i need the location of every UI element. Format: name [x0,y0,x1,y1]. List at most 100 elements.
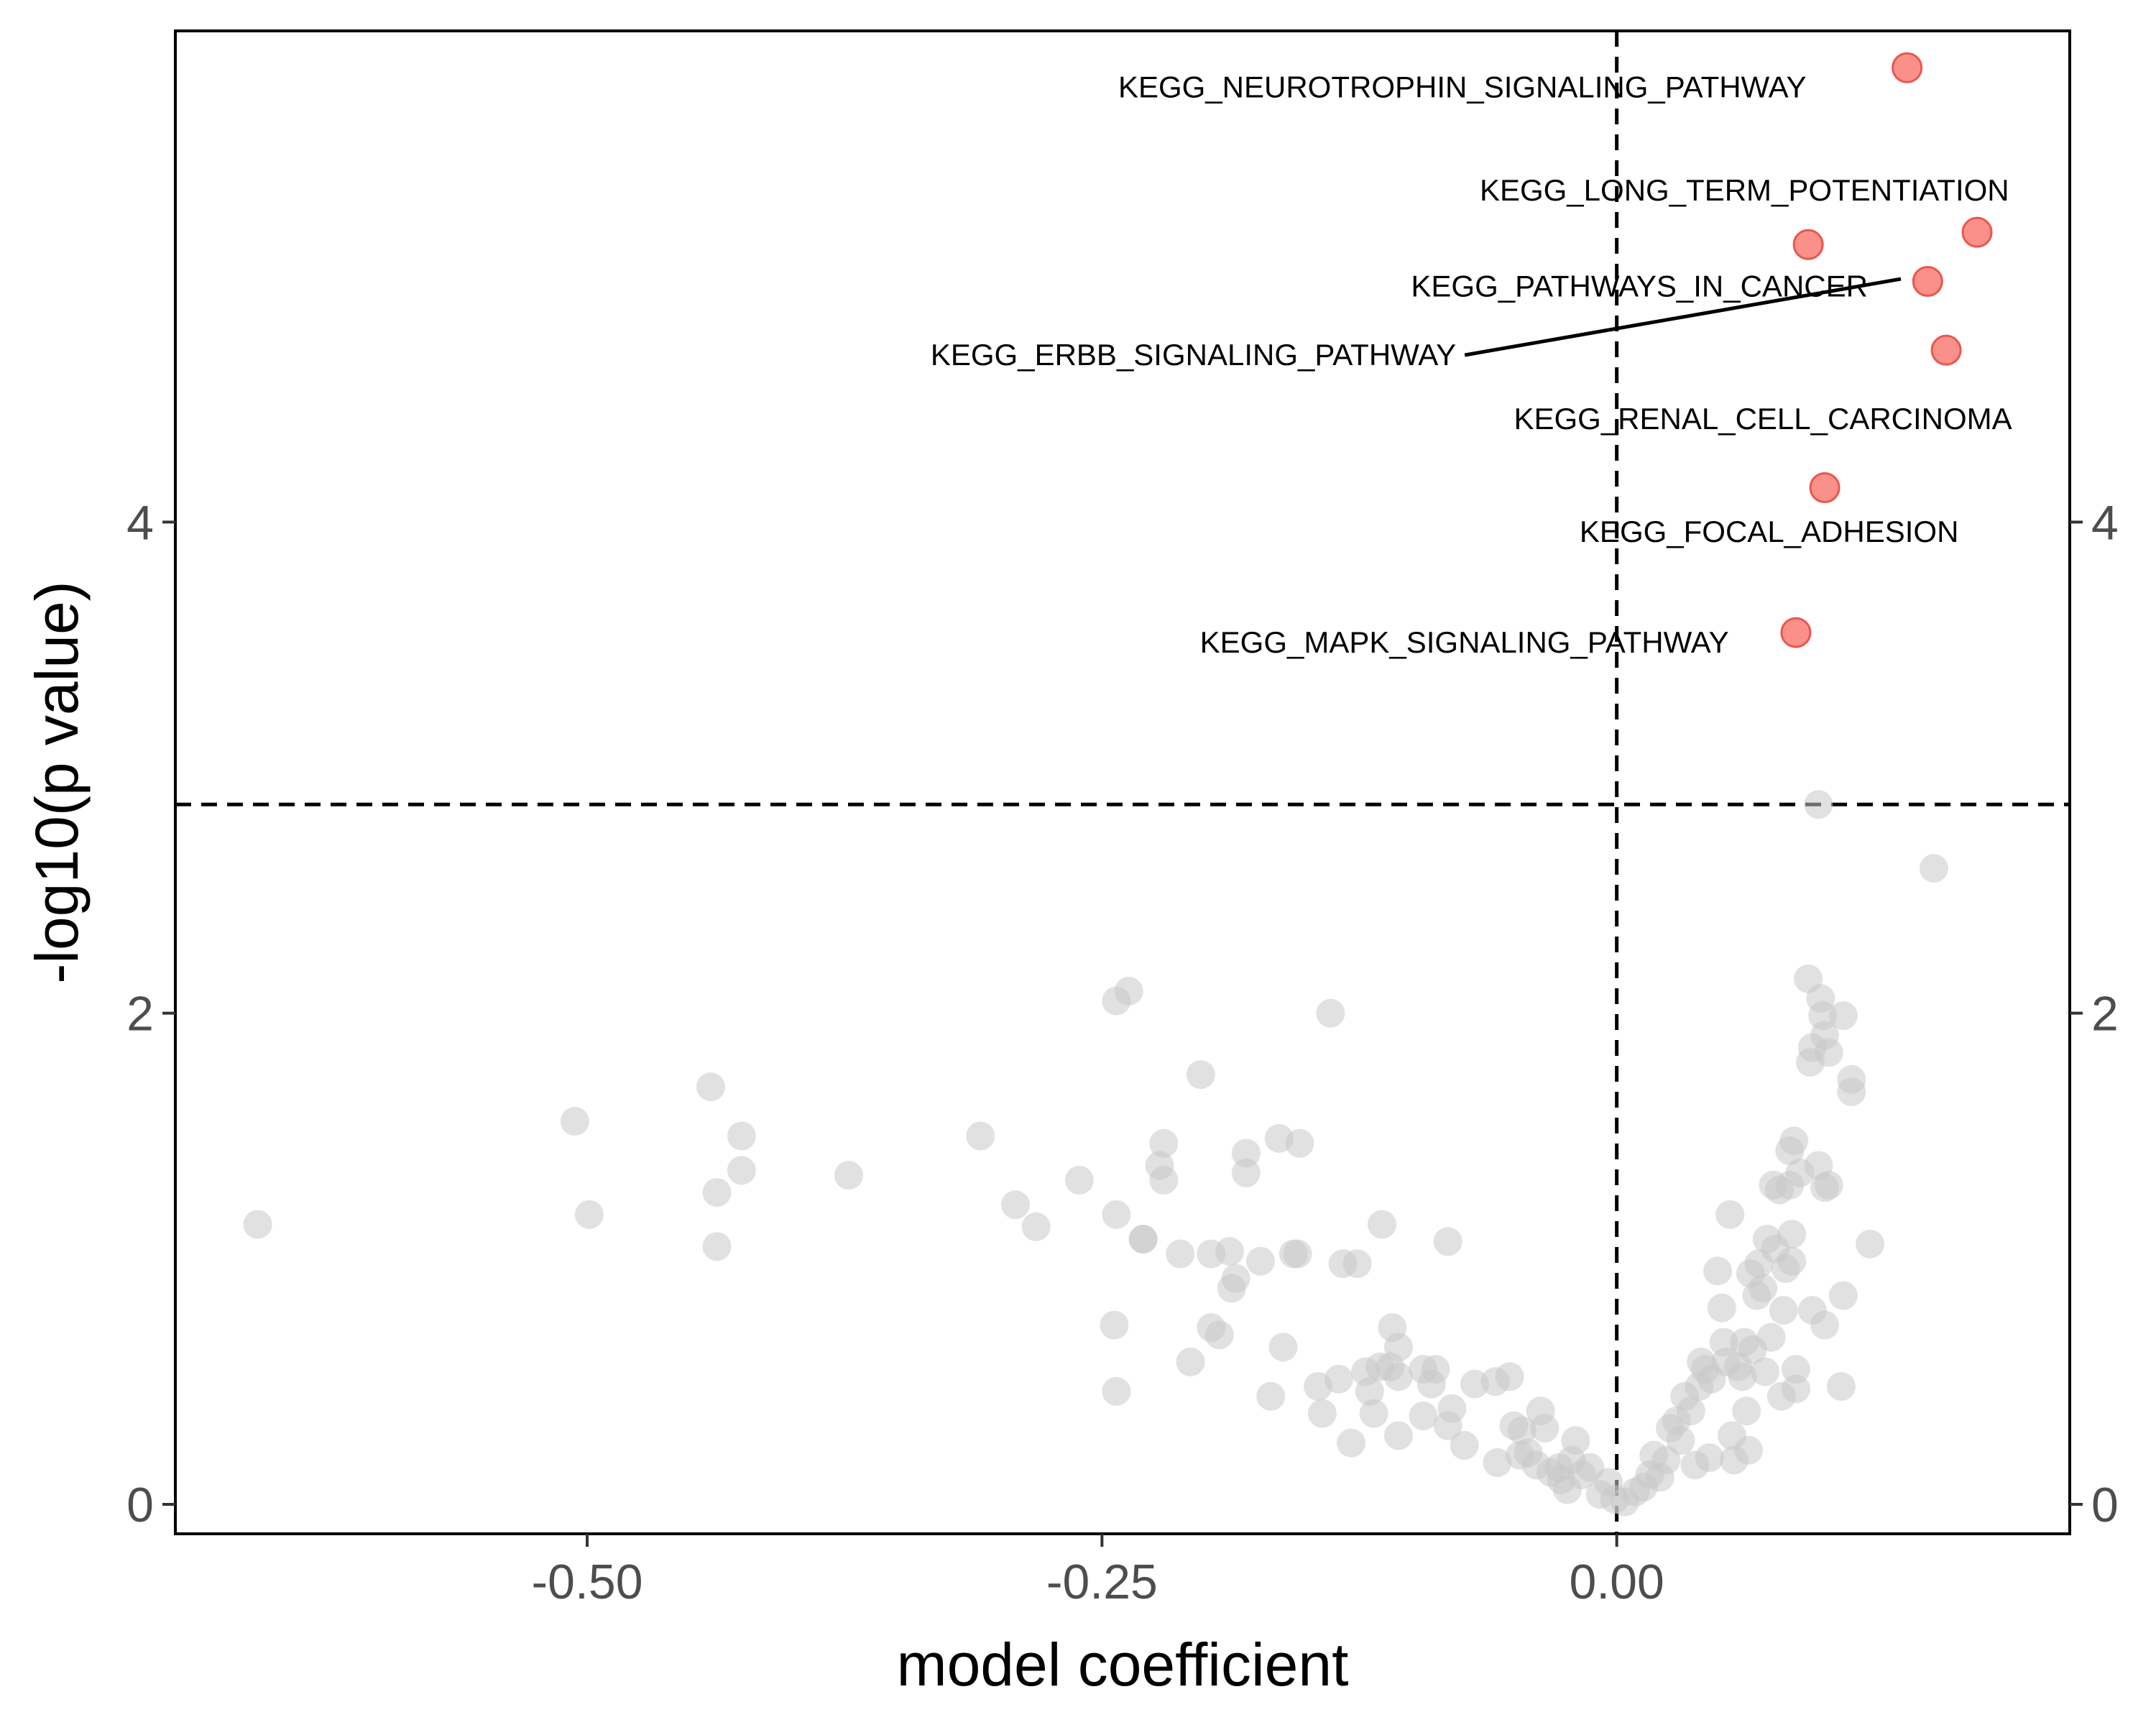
data-point [1285,1128,1314,1158]
data-point [243,1210,272,1239]
y-axis-title: -log10(p value) [23,581,91,983]
data-point [1828,1001,1858,1031]
data-point [1221,1264,1250,1293]
data-point [1781,1355,1810,1384]
data-point [1561,1426,1590,1455]
data-point [1149,1128,1179,1158]
data-point [1316,998,1345,1028]
data-point [1176,1347,1205,1376]
data-point [1814,1170,1843,1200]
data-point [1021,1212,1051,1241]
data-point [560,1107,589,1136]
data-point [1186,1060,1215,1090]
data-point [1777,1246,1807,1276]
data-point [1695,1443,1724,1473]
data-point [1715,1200,1745,1229]
data-point [1837,1077,1866,1106]
data-point [1149,1166,1179,1195]
data-point [1383,1421,1413,1450]
data-point [1777,1220,1807,1249]
data-point [1283,1239,1312,1269]
data-point [1268,1333,1298,1362]
data-point [1676,1397,1705,1426]
data-point [1324,1364,1353,1394]
data-point [1756,1322,1786,1352]
data-point [1409,1402,1438,1430]
data-point [1450,1431,1479,1460]
data-point [1495,1362,1524,1392]
data-point [1781,1374,1810,1404]
data-point [1732,1397,1761,1426]
x-axis: -0.50 -0.25 0.00 [532,1534,1664,1609]
data-point [1769,1296,1798,1325]
data-point [1433,1411,1462,1440]
data-point [1307,1399,1337,1428]
data-point [1383,1362,1413,1392]
significant-point [1930,334,1962,366]
data-point [1231,1158,1261,1187]
panel-border [174,29,2071,1535]
data-point [1749,1274,1778,1303]
data-point [1728,1362,1757,1392]
reference-lines [175,31,2070,1534]
significant-point [1961,216,1993,248]
data-point [1666,1426,1695,1455]
data-point [1826,1372,1856,1401]
data-point [1215,1237,1244,1266]
data-point [1707,1293,1736,1322]
label-leader-lines [1464,277,1902,357]
data-point [1433,1227,1462,1256]
data-point [1416,1369,1446,1399]
data-point [727,1156,756,1185]
point-label: KEGG_FOCAL_ADHESION [1580,515,1958,548]
data-point [1256,1381,1286,1411]
data-point [1231,1138,1261,1168]
significant-point [1809,472,1841,503]
data-point [1114,976,1143,1006]
y-tick-label: 4 [126,495,154,550]
data-point [1102,1200,1131,1229]
data-point [1507,1416,1537,1445]
nonsignificant-points [243,790,1948,1517]
data-point [1483,1448,1512,1477]
data-point [834,1161,863,1190]
point-label: KEGG_LONG_TERM_POTENTIATION [1480,173,2009,207]
point-label: KEGG_MAPK_SIGNALING_PATHWAY [1200,625,1729,659]
data-point [1359,1399,1388,1428]
data-point [1814,1038,1843,1067]
y-tick-label-right: 0 [2091,1478,2119,1532]
data-point [1856,1229,1885,1259]
data-point [702,1178,732,1208]
y-tick-label-right: 4 [2091,495,2119,550]
data-point [1337,1428,1366,1458]
data-point [1734,1435,1764,1465]
y-tick-label-right: 2 [2091,987,2119,1041]
data-point [1775,1136,1805,1165]
data-point [1530,1414,1560,1443]
point-label: KEGG_PATHWAYS_IN_CANCER [1411,269,1868,303]
data-point [696,1072,725,1102]
data-point [1355,1376,1384,1406]
point-label: KEGG_ERBB_SIGNALING_PATHWAY [931,338,1456,372]
significant-point [1912,266,1943,297]
x-tick-label: 0.00 [1569,1555,1664,1609]
data-point [1750,1357,1779,1386]
data-point [727,1121,756,1151]
data-point [1100,1310,1129,1340]
data-point [1102,1376,1131,1406]
x-tick-label: -0.50 [532,1555,643,1609]
data-point [1064,1166,1094,1195]
data-point [1368,1210,1397,1239]
data-point [966,1121,995,1151]
data-point [1245,1246,1275,1276]
point-label: KEGG_RENAL_CELL_CARCINOMA [1514,402,2012,436]
y-tick-label: 2 [126,987,154,1041]
data-point [702,1232,732,1261]
x-tick-label: -0.25 [1046,1555,1158,1609]
data-point [1828,1281,1858,1310]
data-point [1804,790,1833,819]
data-point [1919,854,1948,883]
y-tick-label: 0 [126,1478,154,1532]
